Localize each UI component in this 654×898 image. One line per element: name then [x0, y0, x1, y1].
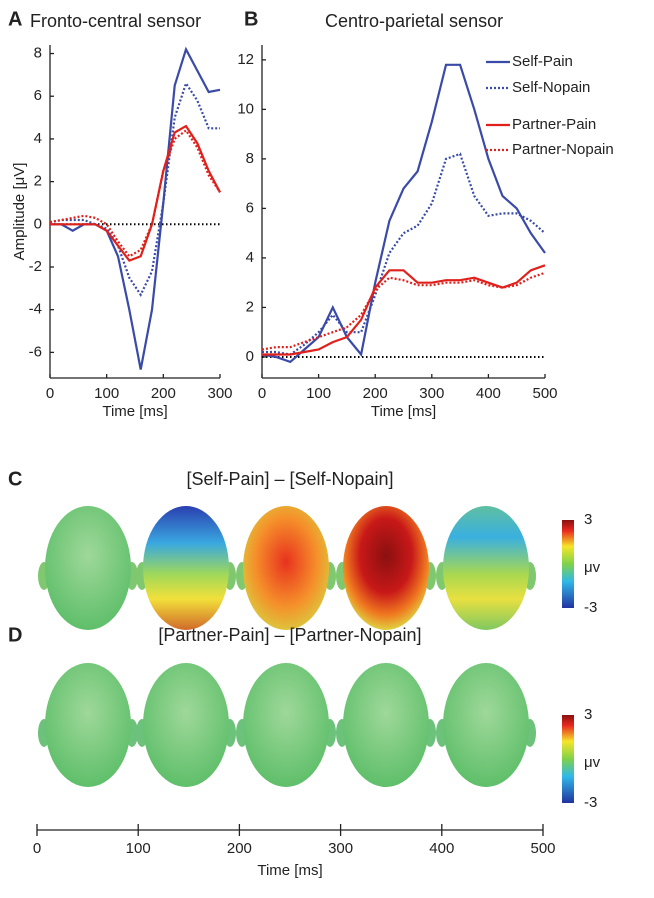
head-map	[343, 663, 429, 787]
panel-title: [Partner-Pain] – [Partner-Nopain]	[158, 625, 421, 645]
panel-letter: A	[8, 8, 22, 30]
series-line	[49, 80, 220, 298]
x-tick-label: 100	[306, 385, 331, 402]
legend-label: Self-Nopain	[512, 79, 590, 96]
colorbar-tick-label: -3	[584, 599, 597, 616]
colorbar	[562, 520, 574, 608]
legend-label: Self-Pain	[512, 53, 573, 70]
x-tick-label: 0	[33, 840, 41, 857]
y-tick-label: -6	[29, 343, 42, 360]
series-line	[262, 152, 546, 356]
head-map	[45, 663, 131, 787]
y-tick-label: 4	[246, 249, 254, 266]
colorbar-label: μv	[584, 559, 601, 576]
chart-title: Centro-parietal sensor	[325, 11, 503, 31]
colorbar-tick-label: 3	[584, 511, 592, 528]
x-tick-label: 100	[94, 385, 119, 402]
chart-title: Fronto-central sensor	[30, 11, 201, 31]
series-line	[50, 124, 221, 262]
x-tick-label: 300	[207, 385, 232, 402]
x-tick-label: 300	[328, 840, 353, 857]
series-line	[50, 46, 221, 370]
x-tick-label: 0	[258, 385, 266, 402]
y-tick-label: -4	[29, 301, 42, 318]
y-tick-label: 2	[246, 298, 254, 315]
y-tick-label: 6	[246, 199, 254, 216]
y-tick-label: 6	[34, 87, 42, 104]
x-tick-label: 200	[227, 840, 252, 857]
head-map	[143, 506, 229, 630]
y-tick-label: -2	[29, 258, 42, 275]
head-map	[243, 663, 329, 787]
y-tick-label: 12	[237, 51, 254, 68]
panel-letter: C	[8, 468, 22, 490]
x-tick-label: 500	[532, 385, 557, 402]
x-tick-label: 0	[46, 385, 54, 402]
y-tick-label: 8	[34, 45, 42, 62]
head-map	[343, 506, 429, 630]
y-tick-label: 2	[34, 173, 42, 190]
panel-letter: B	[244, 8, 258, 30]
panel-title: [Self-Pain] – [Self-Nopain]	[186, 469, 393, 489]
x-axis-label: Time [ms]	[102, 403, 167, 420]
x-tick-label: 200	[363, 385, 388, 402]
x-axis-label: Time [ms]	[257, 862, 322, 879]
y-axis-label: Amplitude [μV]	[11, 163, 28, 261]
head-map	[443, 663, 529, 787]
series-line	[261, 63, 546, 364]
x-tick-label: 500	[530, 840, 555, 857]
legend-label: Partner-Nopain	[512, 141, 614, 158]
panel-letter: D	[8, 624, 22, 646]
y-tick-label: 0	[34, 215, 42, 232]
colorbar-tick-label: 3	[584, 706, 592, 723]
x-tick-label: 200	[151, 385, 176, 402]
series-line	[261, 271, 546, 351]
colorbar-label: μv	[584, 754, 601, 771]
head-map	[45, 506, 131, 630]
head-map	[143, 663, 229, 787]
x-tick-label: 400	[429, 840, 454, 857]
series-line	[49, 128, 221, 258]
x-tick-label: 300	[419, 385, 444, 402]
x-tick-label: 400	[476, 385, 501, 402]
legend-label: Partner-Pain	[512, 116, 596, 133]
x-tick-label: 100	[126, 840, 151, 857]
x-axis-label: Time [ms]	[371, 403, 436, 420]
y-tick-label: 8	[246, 150, 254, 167]
head-map	[443, 506, 529, 630]
series-line	[262, 264, 546, 356]
y-tick-label: 0	[246, 348, 254, 365]
head-map	[243, 506, 329, 630]
colorbar	[562, 715, 574, 803]
colorbar-tick-label: -3	[584, 794, 597, 811]
y-tick-label: 10	[237, 100, 254, 117]
y-tick-label: 4	[34, 130, 42, 147]
